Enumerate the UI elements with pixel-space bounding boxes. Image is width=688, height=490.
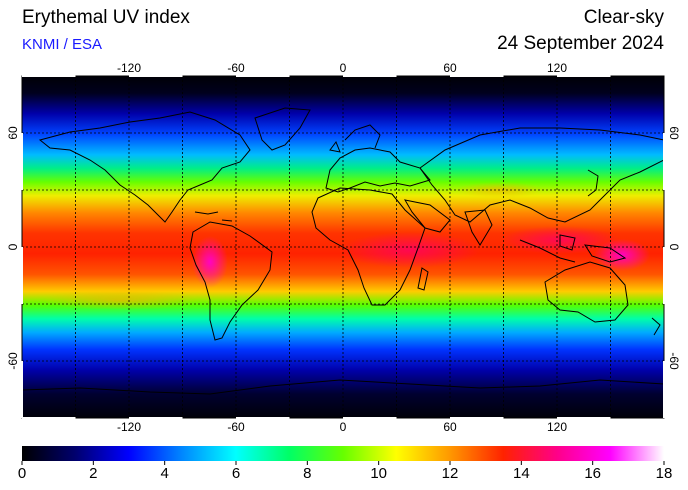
colorbar-label: 2 bbox=[89, 465, 98, 482]
lon-tick-label: -60 bbox=[227, 420, 245, 434]
colorbar-ticks bbox=[21, 461, 665, 465]
lon-tick-label: 60 bbox=[443, 61, 457, 75]
graticule bbox=[22, 76, 664, 418]
colorbar-label: 6 bbox=[231, 465, 241, 482]
colorbar-label: 16 bbox=[584, 465, 601, 482]
lat-tick-label: 60 bbox=[6, 126, 20, 140]
lat-tick-label: -60 bbox=[667, 352, 681, 370]
lon-tick-label: -120 bbox=[116, 61, 142, 75]
colorbar-label: 4 bbox=[160, 465, 169, 482]
colorbar-label: 12 bbox=[441, 465, 459, 482]
map-title: Erythemal UV index bbox=[22, 7, 190, 28]
sky-mode-label: Clear-sky bbox=[583, 7, 664, 28]
frame-ticks bbox=[21, 75, 665, 419]
coastlines bbox=[22, 107, 664, 395]
lon-tick-label: 0 bbox=[339, 420, 347, 434]
colorbar-label: 8 bbox=[303, 465, 312, 482]
colorbar-label: 18 bbox=[655, 465, 673, 482]
lat-tick-label: 60 bbox=[667, 126, 681, 140]
lon-tick-label: 0 bbox=[339, 61, 347, 75]
lon-tick-label: -120 bbox=[116, 420, 142, 434]
lon-tick-label: 60 bbox=[443, 420, 457, 434]
colorbar-label: 0 bbox=[17, 465, 27, 482]
lon-tick-label: -60 bbox=[227, 61, 245, 75]
colorbar-label: 14 bbox=[512, 465, 530, 482]
lon-tick-label: 120 bbox=[546, 61, 568, 75]
lat-tick-label: -60 bbox=[6, 352, 20, 370]
lon-tick-label: 120 bbox=[546, 420, 568, 434]
lat-tick-label: 0 bbox=[6, 243, 20, 251]
colorbar bbox=[22, 446, 664, 461]
credit-label: KNMI / ESA bbox=[22, 36, 103, 53]
colorbar-label: 10 bbox=[370, 465, 387, 482]
lat-tick-label: 0 bbox=[667, 243, 681, 251]
date-label: 24 September 2024 bbox=[497, 33, 664, 54]
